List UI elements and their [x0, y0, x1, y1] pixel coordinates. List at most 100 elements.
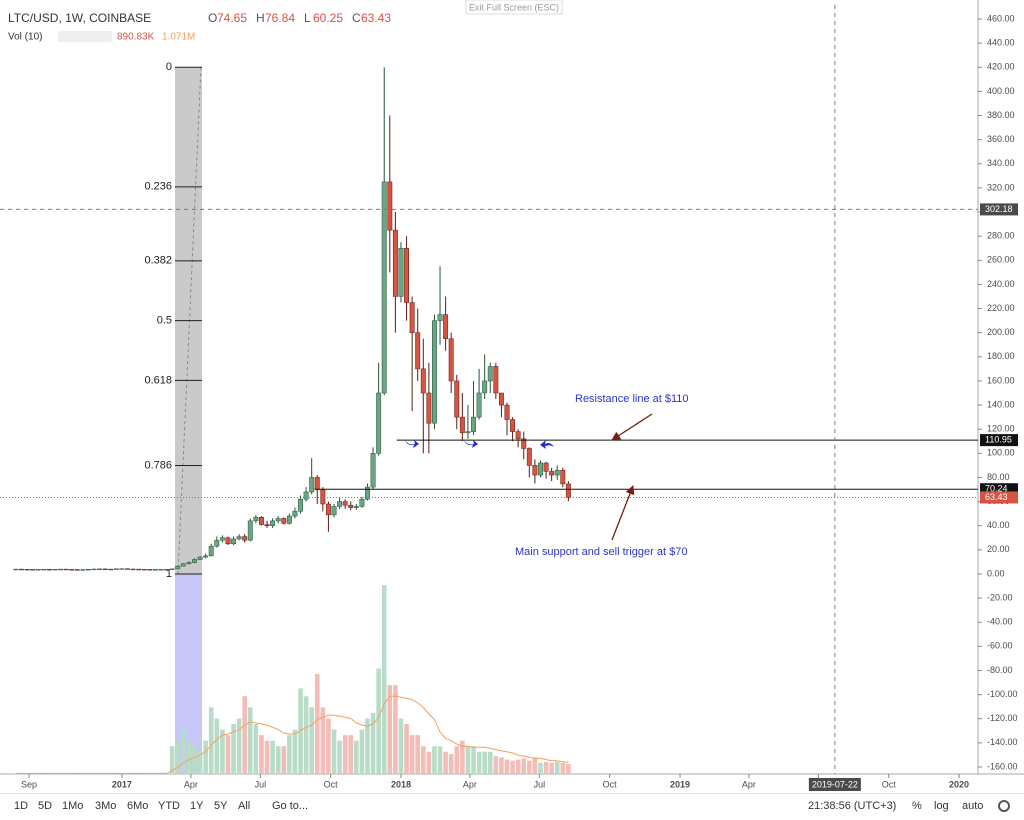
volume-bar [270, 740, 275, 774]
plot [0, 5, 978, 774]
ohlc-header: O 74.65 H 76.84 L 60.25 C 63.43 [208, 11, 391, 25]
volume-bar [236, 718, 242, 774]
range-button[interactable]: 5D [38, 800, 53, 812]
candle-body [46, 569, 52, 571]
y-tick-label: 160.00 [987, 375, 1015, 385]
range-button[interactable]: 1D [14, 800, 29, 812]
last-price-tag-bg [980, 491, 1018, 504]
range-button[interactable]: 5Y [214, 800, 228, 812]
fib-label: 0.618 [144, 374, 172, 386]
candle-body [259, 517, 264, 525]
candle-body [381, 181, 387, 394]
volume-bar [208, 707, 214, 774]
candle-body [454, 380, 460, 418]
level-tag: 70.24 [985, 484, 1008, 494]
volume-bar [247, 707, 253, 774]
toolbar: 1D 5D 1Mo 3Mo 6Mo YTD 1Y 5Y All Go to... 21:38:56 … [0, 793, 1024, 820]
y-tick-label: -80.00 [987, 665, 1013, 675]
candle-body [24, 569, 30, 571]
exit-button[interactable]: Exit Full Screen (ESC) [469, 2, 559, 12]
volume-bar [337, 740, 342, 774]
range-button[interactable]: 1Mo [62, 800, 84, 812]
ohlc-key: O [208, 11, 217, 25]
ohlc-value: 74.65 [217, 11, 247, 25]
fib-label: 1 [166, 568, 172, 580]
annotation: Main support and sell trigger at $70 [515, 546, 687, 558]
indicator-buttons[interactable] [58, 31, 112, 42]
goto-button[interactable]: Go to... [272, 800, 309, 812]
settings-button[interactable] [998, 800, 1010, 812]
candle-body [415, 332, 421, 370]
volume-bar [454, 746, 460, 774]
candle-body [108, 568, 114, 571]
range-button[interactable]: 3Mo [95, 800, 117, 812]
range-button[interactable]: YTD [158, 800, 180, 812]
volume-bar [370, 712, 376, 774]
volume-bar [521, 758, 527, 774]
volume-ma-line [15, 695, 569, 774]
candle-body [398, 247, 404, 297]
x-tick-label: 2019 [670, 779, 690, 789]
candle-body [370, 453, 376, 488]
candle-body [152, 569, 158, 571]
crosshair-tag-bg [980, 203, 1018, 216]
ohlc-key: L [304, 11, 311, 25]
y-tick-label: 260.00 [987, 255, 1015, 265]
x-tick-label: Apr [184, 779, 198, 789]
ohlc-value: 76.84 [265, 11, 295, 25]
candle-body [471, 416, 476, 432]
candle-body [102, 568, 108, 570]
y-tick-label: -40.00 [987, 617, 1013, 627]
y-tick-label: -140.00 [987, 737, 1018, 747]
blue-arrows [405, 440, 554, 449]
candle-body [309, 477, 315, 493]
y-tick-label: 420.00 [987, 62, 1015, 72]
volume-bar [566, 764, 571, 774]
x-tick-label: Sep [21, 779, 37, 789]
volume-bar [527, 760, 532, 774]
exit-button-bg[interactable] [465, 0, 563, 15]
clock: 21:38:56 (UTC+3) [808, 800, 897, 812]
x-tick-label: 2018 [391, 779, 411, 789]
candle-body [560, 469, 566, 485]
candle-body [498, 392, 504, 406]
candle-body [35, 569, 41, 571]
volume-bar [309, 707, 314, 774]
option-button[interactable]: auto [962, 800, 984, 812]
candle-body [504, 404, 510, 420]
y-tick-label: 0.00 [987, 568, 1005, 578]
candle-body [264, 524, 270, 526]
candle-body [437, 314, 443, 321]
volume-bar [186, 740, 192, 774]
option-button[interactable]: log [934, 800, 949, 812]
candle-body [175, 565, 181, 570]
candle-body [63, 568, 69, 571]
volume-bar [532, 757, 538, 774]
candle-body [30, 569, 36, 571]
chart: -160.00 -140.00 -120.00 -100.00 -80.00 -60.00… [0, 0, 1024, 791]
y-tick-label: -100.00 [987, 689, 1018, 699]
candle-body [236, 536, 242, 540]
candle-body [387, 181, 393, 231]
ohlc-key: C [352, 11, 361, 25]
volume-bar [348, 735, 354, 774]
fib-label: 0.236 [144, 181, 172, 193]
volume-bar [376, 668, 381, 774]
volume-bar [169, 746, 175, 774]
candle-body [180, 563, 186, 567]
volume-bar [415, 735, 421, 774]
crosshair-x-tag-bg [808, 778, 861, 791]
arrow [611, 485, 635, 541]
candle-body [409, 302, 415, 333]
volume-bar [181, 729, 186, 774]
volume-bar [225, 735, 231, 774]
option-button[interactable]: % [912, 800, 922, 812]
range-button[interactable]: All [238, 800, 251, 812]
volume-bar [510, 760, 515, 774]
candle-body [275, 518, 281, 522]
volume-bar [393, 685, 398, 774]
y-tick-label: 40.00 [987, 520, 1010, 530]
range-button[interactable]: 6Mo [127, 800, 149, 812]
range-button[interactable]: 1Y [190, 800, 204, 812]
